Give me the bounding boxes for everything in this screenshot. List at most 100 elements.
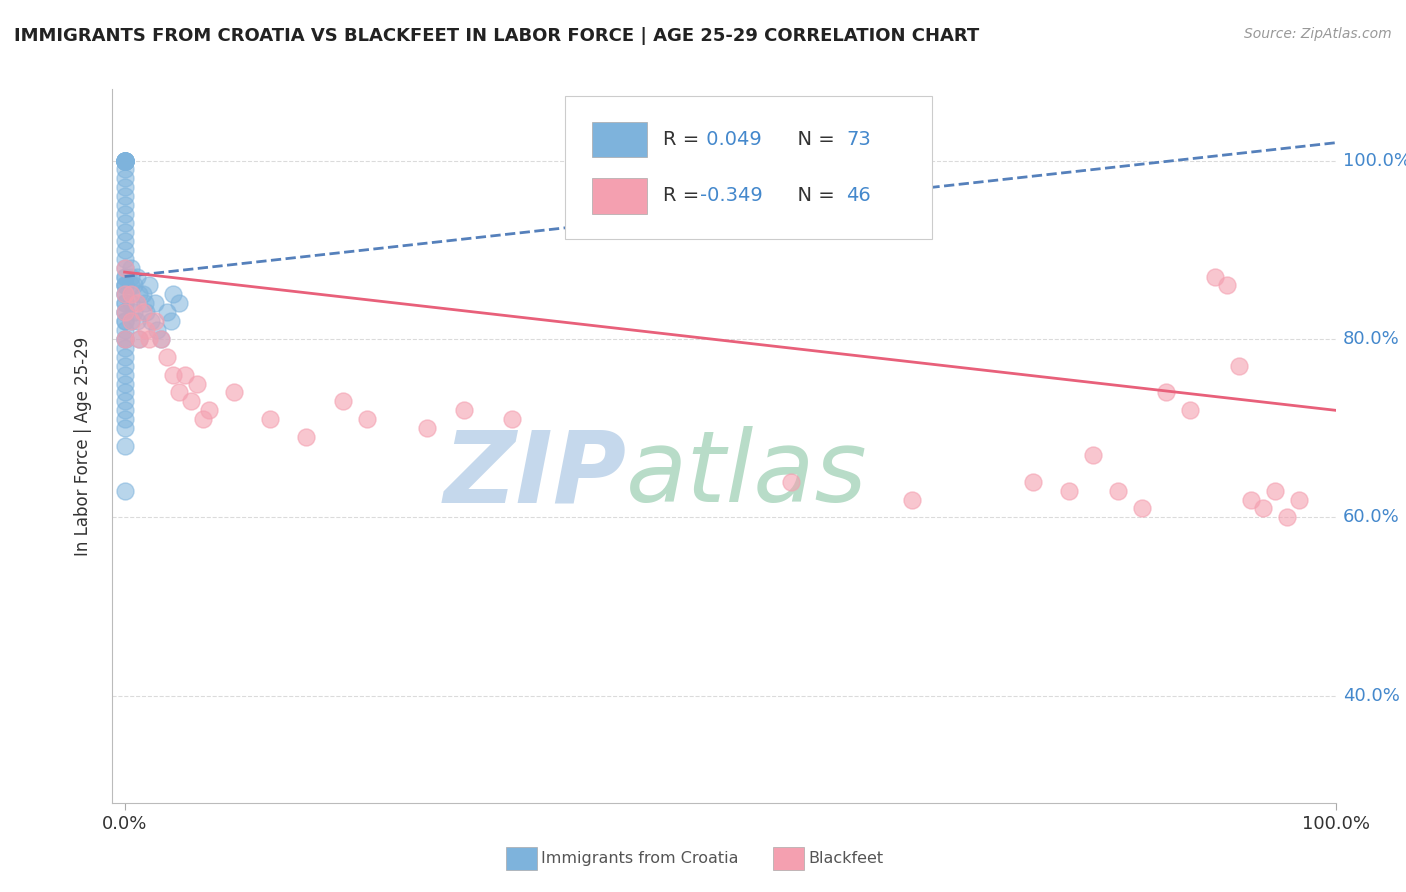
Text: R =: R = xyxy=(664,130,706,149)
Point xyxy=(128,332,150,346)
Point xyxy=(114,153,136,168)
Point xyxy=(114,421,136,435)
Point xyxy=(149,332,172,346)
FancyBboxPatch shape xyxy=(565,96,932,239)
Point xyxy=(1215,278,1237,293)
Point xyxy=(114,260,136,275)
Point xyxy=(1240,492,1263,507)
Point xyxy=(132,287,155,301)
Point xyxy=(114,305,136,319)
Point xyxy=(114,278,136,293)
Point xyxy=(114,234,136,248)
Point xyxy=(114,269,136,284)
Point xyxy=(174,368,197,382)
Point xyxy=(114,394,136,409)
Point xyxy=(120,296,142,310)
Point xyxy=(332,394,354,409)
Point xyxy=(124,278,146,293)
Point xyxy=(114,385,136,400)
Point xyxy=(114,153,136,168)
Point xyxy=(134,296,156,310)
Point xyxy=(114,332,136,346)
Text: ZIP: ZIP xyxy=(443,426,626,523)
Point xyxy=(114,403,136,417)
Point xyxy=(416,421,439,435)
Point xyxy=(114,153,136,168)
Point xyxy=(222,385,245,400)
Point xyxy=(114,278,136,293)
Point xyxy=(114,260,136,275)
Point xyxy=(125,296,148,310)
Point xyxy=(356,412,378,426)
Point xyxy=(453,403,475,417)
Point xyxy=(114,198,136,212)
Point xyxy=(114,341,136,355)
Text: 0.049: 0.049 xyxy=(700,130,762,149)
Text: IMMIGRANTS FROM CROATIA VS BLACKFEET IN LABOR FORCE | AGE 25-29 CORRELATION CHAR: IMMIGRANTS FROM CROATIA VS BLACKFEET IN … xyxy=(14,27,980,45)
Point xyxy=(125,269,148,284)
Point xyxy=(259,412,281,426)
Point xyxy=(114,305,136,319)
Point xyxy=(114,314,136,328)
Point xyxy=(1277,510,1299,524)
Point xyxy=(1022,475,1045,489)
Point xyxy=(114,180,136,194)
Point xyxy=(120,314,142,328)
Point xyxy=(198,403,221,417)
Point xyxy=(193,412,215,426)
Point xyxy=(114,216,136,230)
Bar xyxy=(592,121,647,157)
Point xyxy=(167,385,190,400)
Point xyxy=(143,296,166,310)
Point xyxy=(114,153,136,168)
Point xyxy=(114,162,136,177)
Point xyxy=(114,376,136,391)
Point xyxy=(114,278,136,293)
Point xyxy=(114,483,136,498)
Point xyxy=(114,323,136,337)
Point xyxy=(114,153,136,168)
Point xyxy=(120,260,142,275)
Point xyxy=(156,305,179,319)
Point xyxy=(138,332,160,346)
Point xyxy=(146,323,169,337)
Text: -0.349: -0.349 xyxy=(700,186,762,205)
Point xyxy=(114,359,136,373)
Point xyxy=(114,412,136,426)
Point xyxy=(114,153,136,168)
Point xyxy=(1083,448,1105,462)
Point xyxy=(159,314,181,328)
Point xyxy=(138,278,160,293)
Point xyxy=(779,475,801,489)
Point xyxy=(114,269,136,284)
Point xyxy=(125,314,148,328)
Y-axis label: In Labor Force | Age 25-29: In Labor Force | Age 25-29 xyxy=(73,336,91,556)
Point xyxy=(114,305,136,319)
Point xyxy=(1057,483,1080,498)
Point xyxy=(114,314,136,328)
Point xyxy=(114,287,136,301)
Point xyxy=(114,153,136,168)
Text: Immigrants from Croatia: Immigrants from Croatia xyxy=(541,852,738,866)
Point xyxy=(114,207,136,221)
Point xyxy=(180,394,202,409)
Point xyxy=(1227,359,1250,373)
Point xyxy=(501,412,523,426)
Point xyxy=(156,350,179,364)
Point xyxy=(1130,501,1153,516)
Point xyxy=(114,153,136,168)
Point xyxy=(114,287,136,301)
Point xyxy=(114,332,136,346)
Point xyxy=(141,314,163,328)
Point xyxy=(114,225,136,239)
Point xyxy=(295,430,318,444)
Text: N =: N = xyxy=(786,186,841,205)
Point xyxy=(114,439,136,453)
Point xyxy=(120,314,142,328)
Point xyxy=(143,314,166,328)
Point xyxy=(120,269,142,284)
Point xyxy=(114,171,136,186)
Point xyxy=(114,252,136,266)
Point xyxy=(128,287,150,301)
Point xyxy=(1288,492,1310,507)
